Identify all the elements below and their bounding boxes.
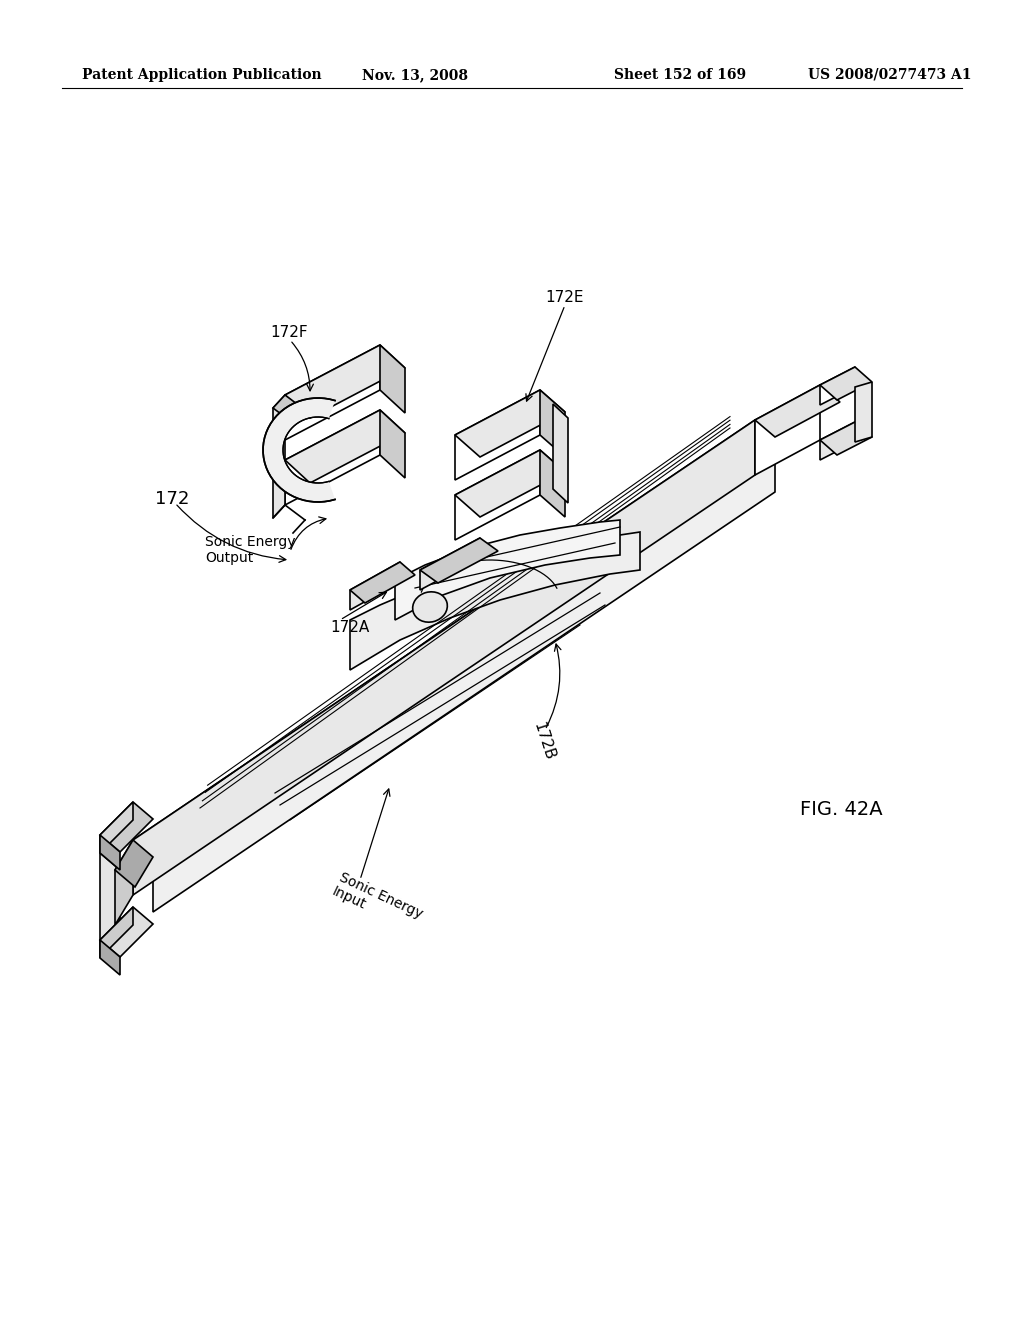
Polygon shape <box>273 395 285 517</box>
Polygon shape <box>350 532 640 671</box>
Polygon shape <box>115 840 153 887</box>
Polygon shape <box>153 437 775 912</box>
Text: US 2008/0277473 A1: US 2008/0277473 A1 <box>808 69 972 82</box>
Polygon shape <box>455 389 565 457</box>
Text: Sonic Energy
Input: Sonic Energy Input <box>330 870 425 936</box>
Polygon shape <box>133 420 775 857</box>
Text: 172: 172 <box>155 490 189 508</box>
Polygon shape <box>420 539 498 583</box>
Polygon shape <box>285 345 406 418</box>
Polygon shape <box>820 422 855 459</box>
Polygon shape <box>100 836 120 870</box>
Polygon shape <box>273 395 305 422</box>
Polygon shape <box>420 539 480 590</box>
Text: 172E: 172E <box>545 290 584 305</box>
Polygon shape <box>455 450 540 540</box>
Polygon shape <box>455 389 540 480</box>
Polygon shape <box>285 411 406 483</box>
Text: 172F: 172F <box>270 325 307 341</box>
Polygon shape <box>380 411 406 478</box>
Polygon shape <box>350 562 415 603</box>
Polygon shape <box>100 940 120 975</box>
Ellipse shape <box>413 591 447 622</box>
Text: Sonic Energy
Output: Sonic Energy Output <box>205 535 296 565</box>
Polygon shape <box>100 803 153 851</box>
Polygon shape <box>540 450 565 517</box>
Polygon shape <box>755 385 840 437</box>
Polygon shape <box>100 907 133 958</box>
Text: 172B: 172B <box>530 719 556 762</box>
Polygon shape <box>455 450 565 517</box>
Polygon shape <box>115 840 133 925</box>
Text: FIG. 42A: FIG. 42A <box>800 800 883 818</box>
Polygon shape <box>540 389 565 457</box>
Polygon shape <box>553 404 568 503</box>
Text: Patent Application Publication: Patent Application Publication <box>82 69 322 82</box>
Polygon shape <box>100 853 120 957</box>
Text: Nov. 13, 2008: Nov. 13, 2008 <box>362 69 468 82</box>
Text: Sheet 152 of 169: Sheet 152 of 169 <box>614 69 746 82</box>
Polygon shape <box>100 803 133 853</box>
Polygon shape <box>380 345 406 413</box>
Polygon shape <box>100 907 153 957</box>
Polygon shape <box>855 381 872 442</box>
Polygon shape <box>285 411 380 506</box>
Polygon shape <box>820 367 855 405</box>
Polygon shape <box>285 345 380 440</box>
Polygon shape <box>395 520 620 620</box>
Polygon shape <box>820 422 872 455</box>
Polygon shape <box>133 420 755 895</box>
Polygon shape <box>263 399 335 502</box>
Polygon shape <box>755 385 820 475</box>
Polygon shape <box>350 562 400 610</box>
Polygon shape <box>820 367 872 400</box>
Text: 172A: 172A <box>330 620 370 635</box>
